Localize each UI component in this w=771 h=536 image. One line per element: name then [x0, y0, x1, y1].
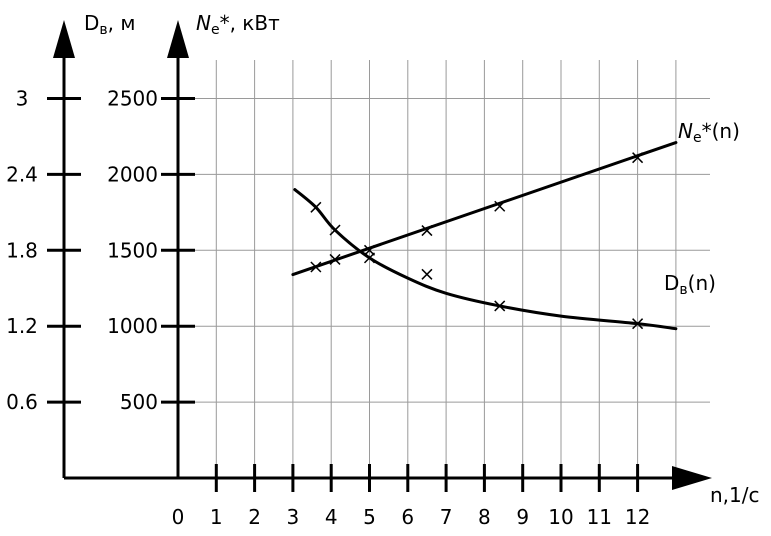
- x-tick-label: 0: [172, 505, 185, 529]
- x-axis-title: n,1/c: [710, 483, 760, 507]
- x-tick-label: 8: [478, 505, 491, 529]
- right-axis-title: Ne*, кВт: [196, 11, 280, 38]
- marker-stroke: [310, 201, 322, 213]
- marker-stroke: [363, 252, 376, 264]
- marker-stroke: [329, 253, 341, 265]
- marker-stroke: [632, 152, 644, 164]
- data-point-x-marker: [421, 225, 433, 237]
- x-tick-label: 3: [287, 505, 300, 529]
- series-line-1: [293, 188, 678, 331]
- series-line-0: [291, 141, 678, 277]
- data-point-x-marker: [310, 261, 322, 273]
- x-axis-arrow-icon: [672, 466, 712, 490]
- x-tick-label: 6: [401, 505, 414, 529]
- grid: [178, 60, 710, 478]
- marker-stroke: [494, 200, 506, 212]
- data-point-x-marker: [632, 318, 644, 330]
- left-tick-label: 0.6: [6, 390, 38, 414]
- left-tick-label: 3: [16, 87, 29, 111]
- marker-stroke: [329, 224, 341, 236]
- data-point-x-marker: [310, 201, 322, 213]
- x-tick-label: 10: [548, 505, 573, 529]
- x-tick-label: 11: [587, 505, 612, 529]
- x-tick-label: 2: [248, 505, 261, 529]
- marker-stroke: [632, 318, 644, 330]
- left-tick-label: 2.4: [6, 162, 38, 186]
- x-tick-label: 5: [363, 505, 376, 529]
- right-tick-label: 1000: [107, 314, 158, 338]
- x-tick-label: 1: [210, 505, 223, 529]
- x-tick-label: 9: [516, 505, 529, 529]
- right-tick-label: 2000: [107, 162, 158, 186]
- data-point-x-marker: [494, 200, 506, 212]
- marker-stroke: [421, 225, 433, 237]
- x-tick-label: 7: [440, 505, 453, 529]
- data-point-x-marker: [494, 300, 506, 312]
- right-tick-label: 500: [120, 390, 158, 414]
- marker-stroke: [310, 261, 322, 273]
- left-tick-label: 1.8: [6, 238, 38, 262]
- data-point-x-marker: [421, 268, 433, 280]
- marker-stroke: [494, 300, 506, 312]
- data-point-x-marker: [632, 152, 644, 164]
- markers: [310, 152, 644, 330]
- right-tick-label: 2500: [107, 87, 158, 111]
- series-label-dv: Dв(n): [664, 271, 716, 298]
- right-axis-arrow-icon: [167, 20, 189, 58]
- right-tick-label: 1500: [107, 238, 158, 262]
- x-tick-label: 12: [625, 505, 650, 529]
- left-axis-arrow-icon: [53, 20, 75, 58]
- series-label-ne: Ne*(n): [678, 119, 740, 146]
- data-point-x-marker: [329, 253, 341, 265]
- data-point-x-marker: [329, 224, 341, 236]
- curves: [291, 141, 678, 331]
- marker-stroke: [421, 268, 433, 280]
- axes: [47, 20, 712, 492]
- left-axis-title: Dв, м: [84, 11, 135, 38]
- x-tick-label: 4: [325, 505, 338, 529]
- data-point-x-marker: [363, 252, 376, 264]
- left-tick-label: 1.2: [6, 314, 38, 338]
